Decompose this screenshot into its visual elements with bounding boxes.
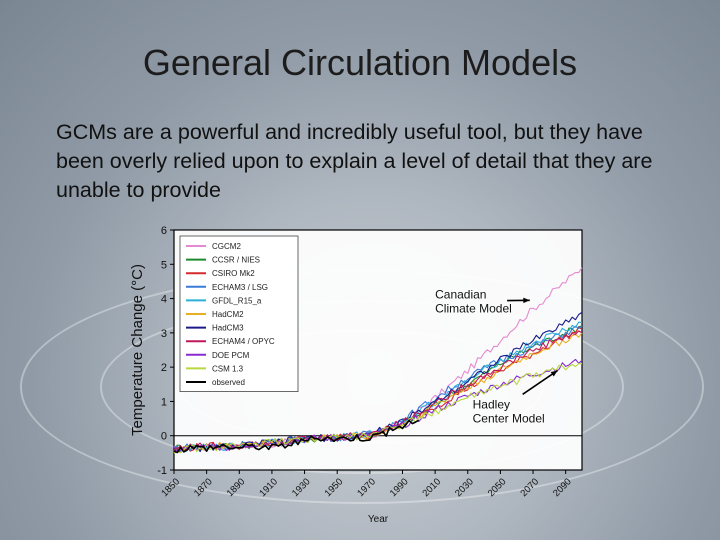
annotation-arrow bbox=[522, 369, 558, 395]
annotation-label: Hadley bbox=[473, 397, 510, 411]
legend-label: CGCM2 bbox=[212, 242, 241, 251]
x-tick-label: 1870 bbox=[192, 476, 215, 499]
annotation-label: Climate Model bbox=[435, 302, 512, 316]
y-tick-label: 1 bbox=[161, 396, 167, 408]
x-tick-label: 1930 bbox=[290, 476, 313, 499]
series-line-echam3-lsg bbox=[173, 325, 583, 452]
legend-label: DOE PCM bbox=[212, 351, 250, 360]
slide-title: General Circulation Models bbox=[142, 42, 578, 83]
y-axis-label: Temperature Change (°C) bbox=[129, 264, 146, 436]
annotation-arrowhead bbox=[523, 297, 530, 304]
y-tick-label: 0 bbox=[161, 431, 167, 443]
legend-label: observed bbox=[212, 378, 245, 387]
x-tick-label: 1850 bbox=[159, 476, 182, 499]
legend-label: ECHAM4 / OPYC bbox=[212, 337, 275, 346]
legend-label: HadCM2 bbox=[212, 310, 244, 319]
y-tick-label: 6 bbox=[161, 225, 167, 237]
annotation-label: Center Model bbox=[473, 411, 545, 425]
y-tick-label: -1 bbox=[157, 465, 167, 477]
x-axis-label: Year bbox=[368, 514, 389, 525]
x-tick-label: 1970 bbox=[355, 476, 378, 499]
y-tick-label: 5 bbox=[161, 259, 167, 271]
series-line-observed bbox=[173, 419, 420, 454]
x-tick-label: 2090 bbox=[551, 476, 574, 499]
chart-svg: -1 0 1 2 3 4 5 6 1850 1870 1890 1910 1930 1950 1970 199… bbox=[129, 225, 583, 525]
legend-label: CSM 1.3 bbox=[212, 364, 244, 373]
x-tick-label: 2070 bbox=[518, 476, 541, 499]
y-tick-label: 4 bbox=[161, 294, 167, 306]
y-tick-label: 3 bbox=[161, 328, 167, 340]
legend-label: CSIRO Mk2 bbox=[212, 269, 255, 278]
x-tick-label: 1990 bbox=[388, 476, 411, 499]
legend-label: HadCM3 bbox=[212, 324, 244, 333]
x-tick-label: 2030 bbox=[453, 476, 476, 499]
slide-body-text: GCMs are a powerful and incredibly usefu… bbox=[56, 120, 653, 202]
y-tick-label: 2 bbox=[161, 362, 167, 374]
annotation-arrowhead bbox=[550, 370, 558, 377]
legend-label: ECHAM3 / LSG bbox=[212, 283, 268, 292]
legend-label: CCSR / NIES bbox=[212, 256, 260, 265]
annotation-label: Canadian bbox=[435, 288, 486, 302]
x-tick-label: 1890 bbox=[225, 476, 248, 499]
x-tick-label: 2050 bbox=[486, 476, 509, 499]
x-tick-label: 2010 bbox=[421, 476, 444, 499]
temperature-chart: -1 0 1 2 3 4 5 6 1850 1870 1890 1910 1930 1950 1970 199… bbox=[120, 218, 600, 530]
x-tick-label: 1910 bbox=[257, 476, 280, 499]
x-tick-label: 1950 bbox=[323, 476, 346, 499]
legend-label: GFDL_R15_a bbox=[212, 296, 262, 305]
